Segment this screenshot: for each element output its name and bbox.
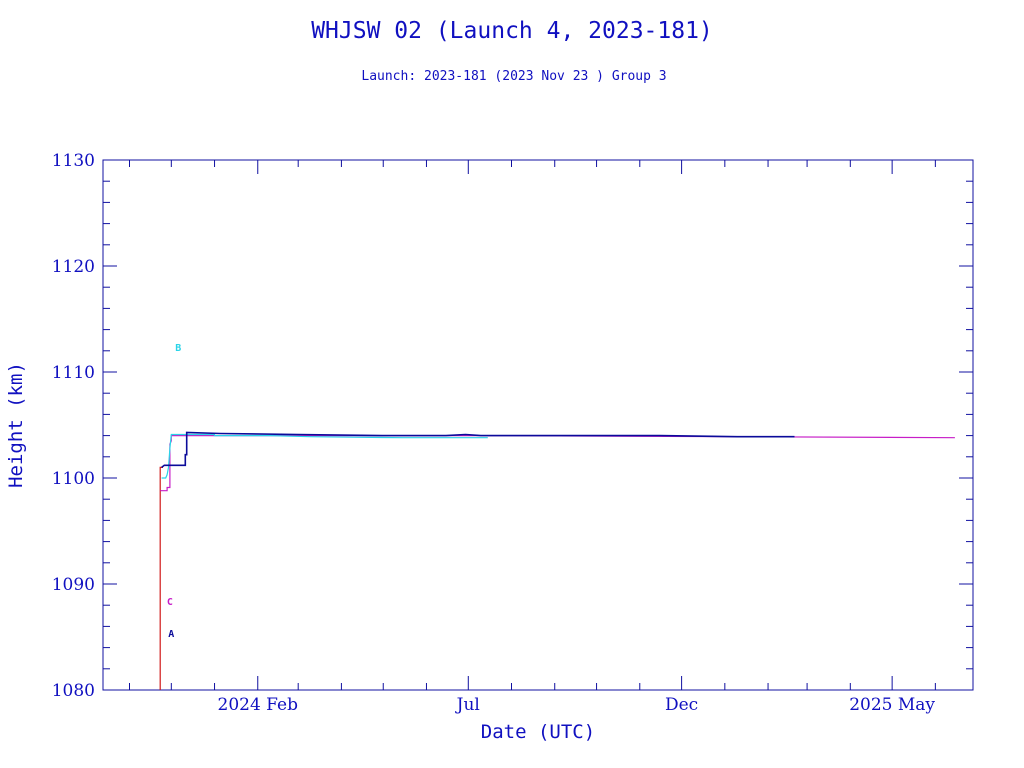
y-tick-label: 1090	[52, 575, 95, 595]
x-tick-label: Jul	[455, 695, 480, 715]
series-marker-a: A	[168, 629, 174, 640]
plot-frame	[102, 159, 974, 691]
axis-ticks: 1080 1090 1100 1110 1120 1130 2024 Feb Jul Dec 20…	[52, 151, 973, 715]
y-tick-label: 1120	[52, 257, 95, 277]
y-tick-label: 1130	[52, 151, 95, 171]
x-tick-label: Dec	[665, 695, 698, 715]
series-line-a	[161, 431, 795, 469]
series-line-c	[160, 435, 955, 492]
chart-title: WHJSW 02 (Launch 4, 2023-181)	[311, 18, 713, 44]
y-tick-label: 1080	[52, 681, 95, 701]
y-tick-label: 1100	[52, 469, 95, 489]
series-marker-b: B	[175, 343, 181, 354]
y-tick-label: 1110	[52, 363, 95, 383]
series-markers: C B A	[167, 343, 181, 640]
series-lines	[159, 431, 955, 690]
chart-subtitle: Launch: 2023-181 (2023 Nov 23 ) Group 3	[361, 69, 666, 84]
series-line-d	[159, 466, 163, 690]
series-line-b	[161, 433, 488, 479]
x-tick-label: 2025 May	[849, 695, 935, 715]
series-marker-c: C	[167, 597, 173, 608]
y-axis-label: Height (km)	[5, 362, 27, 488]
x-tick-label: 2024 Feb	[218, 695, 299, 715]
x-axis-label: Date (UTC)	[481, 721, 595, 743]
